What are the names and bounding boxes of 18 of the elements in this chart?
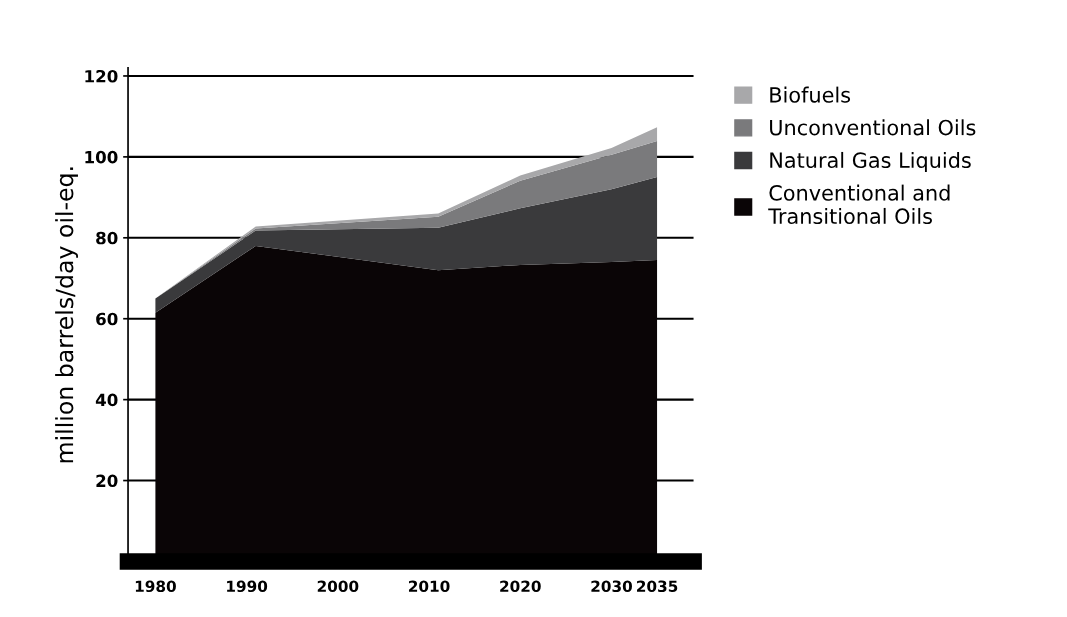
x-tick-label: 2020	[500, 580, 541, 593]
x-tick-label: 2035	[637, 580, 678, 593]
y-tick-label: 40	[95, 393, 118, 407]
legend-label: Natural Gas Liquids	[770, 151, 971, 173]
legend-label: Unconventional Oils	[770, 119, 976, 136]
x-tick-label: 2010	[408, 580, 450, 593]
y-tick-label: 60	[96, 312, 118, 326]
y-tick-label: 80	[96, 231, 118, 245]
y-axis-title: million barrels/day oil-eq.	[55, 167, 78, 463]
y-tick-label: 100	[85, 150, 118, 164]
y-tick-label: 120	[85, 69, 118, 83]
legend-label: Biofuels	[770, 86, 851, 103]
x-tick-label: 1990	[227, 580, 268, 593]
y-tick-label: 20	[96, 474, 118, 488]
x-tick-label: 2000	[317, 580, 359, 593]
x-tick-label: 1980	[135, 580, 176, 593]
legend-label: Conventional and Transitional Oils	[768, 184, 950, 225]
x-tick-label: 2030	[591, 580, 632, 593]
